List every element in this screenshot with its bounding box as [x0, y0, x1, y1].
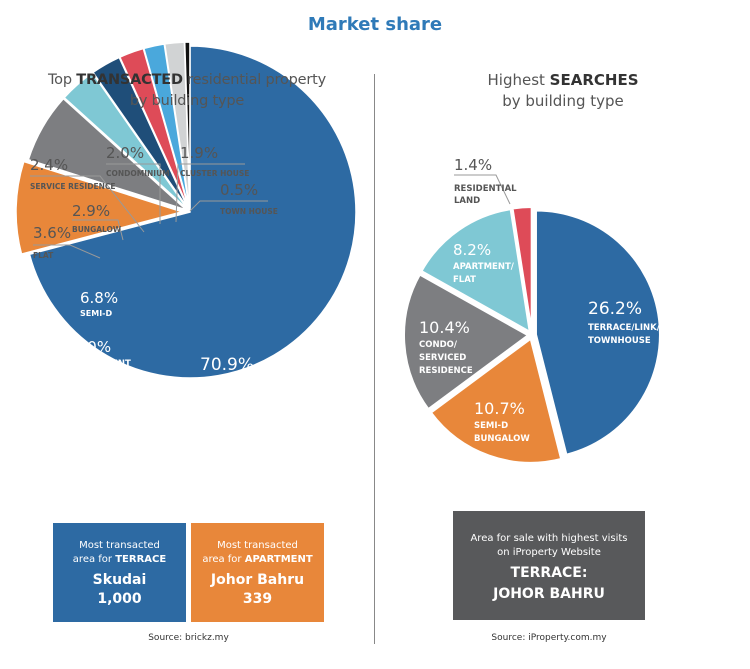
pie-slice-terrace-house [28, 45, 357, 379]
leader-line-flat [33, 244, 101, 259]
apartment-area-box: Most transacted area for APARTMENT Johor… [191, 523, 324, 622]
label-value-semi-d-bungalow: 10.7% [474, 399, 525, 418]
label-value-residential-land: 1.4% [454, 156, 492, 174]
box-place: Skudai [92, 572, 147, 588]
label-name-terrace-line1: TERRACE/LINK/ [588, 323, 661, 333]
pie-slice-condo-serviced-residence [403, 273, 530, 411]
label-value-town-house: 0.5% [220, 181, 258, 199]
leader-line-residential-land [454, 174, 511, 205]
label-name-terrace-house: TERRACE HOUSE [199, 379, 276, 389]
label-value-flat: 3.6% [33, 224, 71, 242]
terrace-area-box: Most transacted area for TERRACE Skudai … [53, 523, 186, 622]
label-value-semi-d: 6.8% [80, 289, 118, 307]
box-line1: Most transacted [217, 540, 298, 551]
box-line2: on iProperty Website [497, 547, 601, 558]
label-name-apartment-line1: APARTMENT/ [453, 262, 515, 272]
left-subtitle-line1: Top TRANSACTED residential property [0, 70, 374, 91]
label-value-service-residence: 2.4% [30, 156, 68, 174]
leader-line-cluster-house [175, 163, 245, 223]
box-line1: Area for sale with highest visits [470, 533, 628, 544]
pie-slice-apartment [15, 160, 185, 256]
left-source: Source: brickz.my [148, 633, 229, 643]
label-name-bungalow: BUNGALOW [72, 225, 122, 234]
pie-slice-apartment-flat [420, 208, 532, 334]
leader-line-town-house [189, 200, 268, 212]
box-value: 1,000 [97, 591, 142, 607]
label-value-condominium: 2.0% [106, 144, 144, 162]
pie-slice-semi-d-bungalow [429, 337, 563, 464]
leader-line-condominium [106, 163, 161, 224]
left-subtitle-line2: by building type [129, 93, 245, 109]
label-name-condo-line1: CONDO/ [419, 340, 458, 350]
label-value-bungalow: 2.9% [72, 202, 110, 220]
box-line2-bold: TERRACE [115, 554, 167, 565]
leader-line-service-residence [30, 175, 145, 233]
left-subtitle-pre: Top [47, 72, 77, 88]
label-name-residential-line2: LAND [454, 196, 480, 206]
box-line2-bold: APARTMENT [244, 554, 313, 565]
label-name-condo-line2: SERVICED [419, 353, 466, 363]
label-name-service-residence: SERVICE RESIDENCE [30, 182, 115, 191]
highest-visits-box: Area for sale with highest visits on iPr… [453, 511, 645, 620]
label-name-flat: FLAT [33, 251, 54, 260]
box-bold1: TERRACE: [510, 565, 588, 581]
right-source: Source: iProperty.com.my [491, 633, 607, 643]
right-subtitle-bold: SEARCHES [549, 71, 639, 89]
label-name-cluster-house: CLUSTER HOUSE [180, 169, 249, 178]
label-value-terrace-house: 70.9% [200, 355, 254, 375]
box-bold2: JOHOR BAHRU [493, 586, 605, 602]
column-divider [374, 74, 375, 644]
box-line2-pre: area for [202, 554, 245, 565]
page-title: Market share [307, 14, 443, 35]
label-value-apartment-flat: 8.2% [453, 241, 491, 259]
left-subtitle: Top TRANSACTED residential property by b… [0, 70, 374, 112]
leader-line-bungalow [72, 219, 124, 241]
pie-slice-town-house [183, 41, 191, 209]
label-name-terrace-line2: TOWNHOUSE [588, 336, 651, 346]
box-line2-pre: area for [72, 554, 116, 565]
label-value-apartment: 9.0% [73, 338, 111, 356]
label-name-condo-line3: RESIDENCE [419, 366, 473, 376]
box-line1: Most transacted [79, 540, 160, 551]
left-subtitle-bold: TRANSACTED [76, 72, 183, 88]
pie-slice-residential-land [511, 206, 533, 332]
pie-slice-flat [63, 71, 188, 210]
right-subtitle: Highest SEARCHES by building type [378, 70, 748, 112]
label-name-apartment: APARTMENT [73, 359, 131, 369]
label-value-terrace-link-townhouse: 26.2% [588, 299, 642, 319]
label-name-residential-line1: RESIDENTIAL [454, 184, 517, 194]
box-value: 339 [242, 591, 273, 607]
label-value-condo: 10.4% [419, 318, 470, 337]
label-value-cluster-house: 1.9% [180, 144, 218, 162]
label-name-town-house: TOWN HOUSE [220, 207, 278, 216]
right-subtitle-line2: by building type [502, 92, 624, 110]
label-name-semi-d-line2: BUNGALOW [474, 434, 530, 444]
right-subtitle-pre: Highest [487, 71, 550, 89]
label-name-semi-d-line1: SEMI-D [474, 421, 508, 431]
left-subtitle-post: residential property [182, 72, 327, 88]
label-name-condominium: CONDOMINIUM [106, 169, 170, 178]
right-subtitle-line1: Highest SEARCHES [378, 70, 748, 91]
box-place: Johor Bahru [210, 572, 305, 588]
pie-slice-terrace-link-townhouse [534, 209, 661, 456]
label-name-apartment-line2: FLAT [453, 275, 476, 285]
label-name-semi-d: SEMI-D [80, 309, 112, 318]
pie-slice-semi-d [27, 97, 188, 211]
